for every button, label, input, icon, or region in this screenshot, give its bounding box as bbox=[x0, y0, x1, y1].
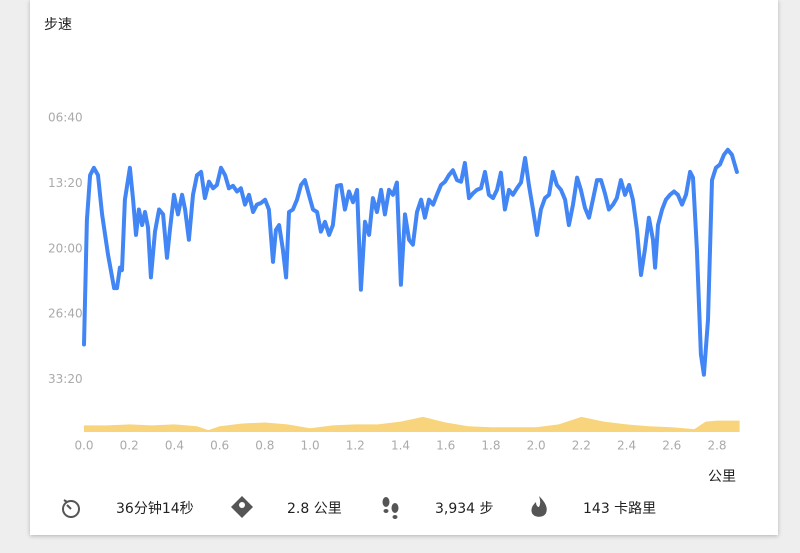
distance-text: 2.8 公里 bbox=[287, 501, 342, 517]
x-tick-label: 1.2 bbox=[346, 439, 365, 453]
x-tick-label: 1.4 bbox=[391, 439, 410, 453]
plot: 06:40 13:20 20:00 26:40 33:20 0.0 0.2 0.4 0.6 0.8… bbox=[48, 110, 740, 453]
calories-text: 143 卡路里 bbox=[583, 501, 656, 517]
x-tick-label: 0.0 bbox=[74, 439, 93, 453]
elevation-area bbox=[84, 416, 740, 432]
x-tick-label: 1.8 bbox=[481, 439, 500, 453]
y-tick-label: 13:20 bbox=[48, 176, 83, 190]
x-tick-label: 2.0 bbox=[527, 439, 546, 453]
stopwatch-icon bbox=[62, 499, 80, 518]
duration-text: 36分钟14秒 bbox=[116, 500, 194, 517]
y-tick-label: 20:00 bbox=[48, 241, 83, 255]
x-axis-label: 公里 bbox=[708, 469, 736, 485]
steps-text: 3,934 步 bbox=[435, 501, 494, 517]
x-tick-label: 0.2 bbox=[120, 439, 139, 453]
pace-line bbox=[82, 147, 739, 377]
x-tick-label: 2.6 bbox=[662, 439, 681, 453]
y-tick-label: 33:20 bbox=[48, 372, 83, 386]
y-tick-label: 26:40 bbox=[48, 307, 83, 321]
distance-icon-dot bbox=[239, 502, 245, 508]
x-tick-label: 0.6 bbox=[210, 439, 229, 453]
calorie-icon bbox=[531, 496, 547, 517]
steps-icon bbox=[382, 497, 399, 519]
card bbox=[30, 0, 778, 535]
x-tick-label: 1.0 bbox=[301, 439, 320, 453]
x-tick-label: 1.6 bbox=[436, 439, 455, 453]
y-tick-label: 06:40 bbox=[48, 110, 83, 124]
chart-title: 步速 bbox=[44, 17, 72, 33]
x-tick-label: 2.2 bbox=[572, 439, 591, 453]
x-tick-label: 0.4 bbox=[165, 439, 184, 453]
x-tick-label: 2.4 bbox=[617, 439, 636, 453]
x-tick-label: 0.8 bbox=[255, 439, 274, 453]
x-tick-label: 2.8 bbox=[707, 439, 726, 453]
